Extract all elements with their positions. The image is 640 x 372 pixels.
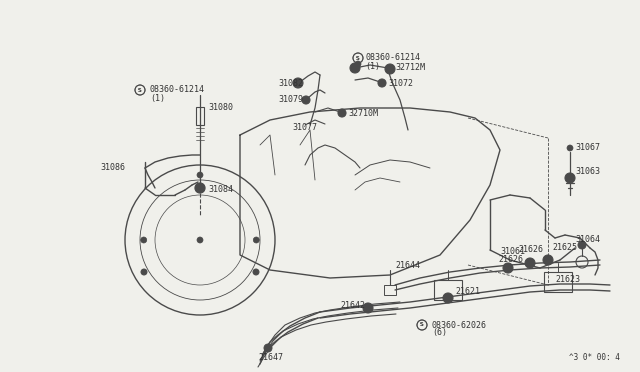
Circle shape xyxy=(503,263,513,273)
Text: (6): (6) xyxy=(432,328,447,337)
Text: 08360-62026: 08360-62026 xyxy=(432,321,487,330)
Text: 31063: 31063 xyxy=(575,167,600,176)
Circle shape xyxy=(525,258,535,268)
Circle shape xyxy=(338,109,346,117)
Circle shape xyxy=(543,255,553,265)
Text: S: S xyxy=(420,323,424,327)
Text: 31077: 31077 xyxy=(292,124,317,132)
Text: 31067: 31067 xyxy=(575,144,600,153)
Bar xyxy=(434,280,462,300)
Circle shape xyxy=(350,63,360,73)
Text: 21644: 21644 xyxy=(395,260,420,269)
Circle shape xyxy=(385,64,395,74)
Text: ^3 0* 00: 4: ^3 0* 00: 4 xyxy=(569,353,620,362)
Text: 21647: 21647 xyxy=(258,353,283,362)
Text: (1): (1) xyxy=(365,61,380,71)
Text: S: S xyxy=(356,55,360,61)
Circle shape xyxy=(197,172,203,178)
Circle shape xyxy=(565,173,575,183)
Text: 21642: 21642 xyxy=(340,301,365,310)
Text: 21626: 21626 xyxy=(518,246,543,254)
Text: 08360-61214: 08360-61214 xyxy=(150,86,205,94)
Circle shape xyxy=(197,237,203,243)
Text: 21625: 21625 xyxy=(552,244,577,253)
Circle shape xyxy=(363,303,373,313)
Circle shape xyxy=(355,61,361,67)
Text: 31079: 31079 xyxy=(278,96,303,105)
Text: 21626: 21626 xyxy=(498,256,523,264)
Text: S: S xyxy=(138,87,142,93)
Text: 08360-61214: 08360-61214 xyxy=(365,54,420,62)
Bar xyxy=(384,285,396,295)
Text: (1): (1) xyxy=(150,93,165,103)
Text: 31061: 31061 xyxy=(500,247,525,257)
Circle shape xyxy=(264,344,272,352)
Circle shape xyxy=(378,79,386,87)
Circle shape xyxy=(567,145,573,151)
Text: 32710M: 32710M xyxy=(348,109,378,118)
Circle shape xyxy=(293,78,303,88)
Circle shape xyxy=(253,269,259,275)
Text: S: S xyxy=(138,87,142,93)
Circle shape xyxy=(302,96,310,104)
Text: 21621: 21621 xyxy=(455,288,480,296)
Text: 31080: 31080 xyxy=(208,103,233,112)
Circle shape xyxy=(578,241,586,249)
Circle shape xyxy=(141,269,147,275)
Bar xyxy=(544,272,572,292)
Text: S: S xyxy=(356,55,360,61)
Circle shape xyxy=(443,293,453,303)
Circle shape xyxy=(141,237,147,243)
Text: 31064: 31064 xyxy=(575,235,600,244)
Circle shape xyxy=(253,237,259,243)
Text: 32712M: 32712M xyxy=(395,64,425,73)
Text: 31082: 31082 xyxy=(278,78,303,87)
Text: 31086: 31086 xyxy=(100,164,125,173)
Bar xyxy=(196,107,204,125)
Text: S: S xyxy=(420,323,424,327)
Text: 31072: 31072 xyxy=(388,78,413,87)
Text: 21623: 21623 xyxy=(555,276,580,285)
Text: 31084: 31084 xyxy=(208,186,233,195)
Circle shape xyxy=(195,183,205,193)
